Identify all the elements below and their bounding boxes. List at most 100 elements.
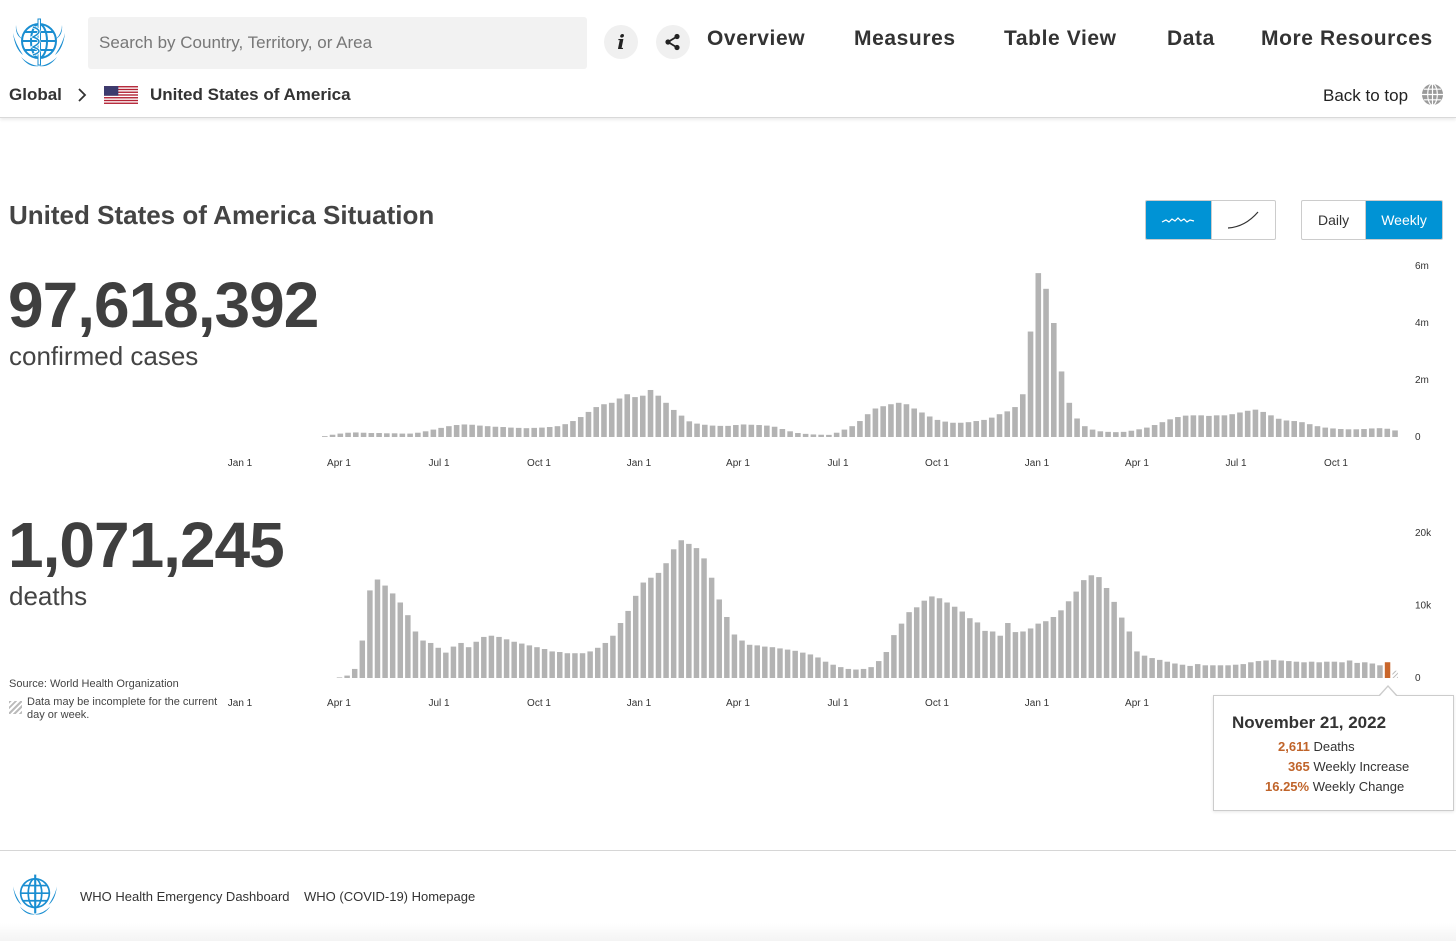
deaths-bar[interactable] (443, 652, 449, 679)
cases-bar[interactable] (973, 421, 980, 437)
cases-bar[interactable] (872, 408, 879, 438)
footer-who-logo-icon[interactable] (8, 869, 62, 919)
cases-bar[interactable] (360, 432, 367, 438)
deaths-bar[interactable] (412, 631, 419, 678)
cases-bar[interactable] (1392, 430, 1398, 437)
deaths-bar[interactable] (951, 606, 958, 678)
cases-bar[interactable] (1330, 428, 1336, 437)
deaths-bar[interactable] (1369, 663, 1376, 679)
deaths-bar[interactable] (519, 643, 525, 678)
deaths-bar[interactable] (617, 623, 624, 678)
deaths-bar[interactable] (503, 639, 510, 678)
deaths-bar[interactable] (648, 577, 654, 678)
cases-bar[interactable] (965, 422, 972, 437)
cases-bar[interactable] (996, 414, 1003, 437)
deaths-bar[interactable] (374, 579, 381, 678)
deaths-bar[interactable] (838, 667, 844, 679)
cases-bar[interactable] (484, 426, 491, 437)
deaths-bar[interactable] (336, 677, 343, 678)
cases-bar[interactable] (926, 416, 933, 437)
deaths-bar[interactable] (1073, 591, 1079, 678)
deaths-bar[interactable] (1119, 617, 1125, 678)
cases-bar[interactable] (1066, 402, 1073, 437)
deaths-bar[interactable] (1058, 610, 1064, 678)
deaths-bar[interactable] (389, 593, 396, 678)
deaths-bar[interactable] (602, 642, 609, 678)
deaths-bar[interactable] (762, 646, 768, 678)
deaths-bar[interactable] (693, 548, 700, 678)
cases-bar[interactable] (779, 429, 786, 437)
cases-bar[interactable] (1151, 425, 1158, 437)
deaths-bar[interactable] (344, 675, 350, 678)
deaths-bar[interactable] (898, 623, 905, 679)
cases-bar[interactable] (1198, 415, 1204, 437)
deaths-bar[interactable] (670, 549, 677, 678)
cases-bar[interactable] (322, 436, 328, 437)
deaths-bar[interactable] (967, 618, 973, 678)
cases-bar[interactable] (670, 409, 677, 437)
cases-bar[interactable] (337, 433, 344, 437)
deaths-bar[interactable] (746, 644, 753, 678)
cases-bar[interactable] (1221, 415, 1228, 437)
cases-bar[interactable] (562, 424, 568, 437)
cases-bar[interactable] (399, 433, 406, 437)
cases-bar[interactable] (1136, 429, 1142, 437)
cases-bar[interactable] (957, 422, 964, 437)
cases-bar[interactable] (1159, 422, 1166, 437)
globe-icon[interactable] (1421, 83, 1444, 106)
deaths-bar[interactable] (1248, 662, 1254, 678)
cases-bar[interactable] (1113, 432, 1119, 437)
deaths-bar[interactable] (1392, 670, 1398, 678)
cases-bar[interactable] (733, 425, 739, 437)
breadcrumb-global[interactable]: Global (9, 85, 62, 104)
deaths-bar[interactable] (1096, 577, 1102, 678)
cases-bar[interactable] (1384, 428, 1391, 438)
deaths-bar[interactable] (1316, 662, 1322, 678)
info-button[interactable]: i (604, 25, 638, 59)
deaths-bar[interactable] (845, 668, 852, 678)
deaths-bar[interactable] (1103, 587, 1110, 678)
cases-bar[interactable] (415, 432, 421, 438)
cases-bar[interactable] (709, 425, 716, 437)
cases-bar[interactable] (1190, 415, 1197, 437)
deaths-bar[interactable] (1384, 662, 1391, 678)
cases-bar[interactable] (1306, 424, 1313, 437)
deaths-bar[interactable] (496, 636, 502, 678)
cases-bar[interactable] (849, 426, 855, 437)
deaths-bar[interactable] (367, 590, 373, 678)
deaths-bar[interactable] (450, 646, 457, 678)
cases-bar[interactable] (1043, 288, 1049, 437)
back-to-top-link[interactable]: Back to top (1323, 86, 1409, 105)
cases-bar[interactable] (764, 425, 770, 437)
deaths-bar[interactable] (640, 582, 647, 678)
cases-bar[interactable] (833, 432, 840, 438)
cases-bar[interactable] (1213, 415, 1220, 437)
cases-bar[interactable] (438, 427, 444, 437)
cases-bar[interactable] (461, 424, 468, 437)
nav-more-resources[interactable]: More Resources (1261, 27, 1433, 50)
deaths-bar[interactable] (1043, 621, 1049, 678)
deaths-bar[interactable] (481, 636, 487, 678)
deaths-bar[interactable] (1308, 661, 1315, 678)
deaths-bar[interactable] (1134, 651, 1140, 678)
deaths-bar[interactable] (1240, 664, 1246, 678)
cases-bar[interactable] (1283, 420, 1290, 437)
cases-bar[interactable] (546, 427, 553, 437)
cases-bar[interactable] (1027, 331, 1034, 437)
cases-bar[interactable] (702, 424, 708, 438)
deaths-bar[interactable] (1126, 631, 1133, 678)
deaths-bar[interactable] (868, 667, 874, 679)
deaths-bar[interactable] (526, 645, 533, 679)
cases-bar[interactable] (1268, 415, 1274, 437)
deaths-bar[interactable] (769, 647, 776, 678)
cases-bar[interactable] (624, 394, 631, 437)
deaths-bar[interactable] (1362, 662, 1368, 678)
deaths-bar[interactable] (397, 602, 404, 678)
deaths-bar[interactable] (708, 577, 715, 678)
cases-bar[interactable] (531, 427, 537, 437)
deaths-bar[interactable] (405, 615, 411, 678)
cases-bar[interactable] (740, 424, 747, 437)
cases-bar[interactable] (577, 417, 584, 437)
cases-bar[interactable] (1167, 419, 1173, 437)
nav-data[interactable]: Data (1167, 27, 1215, 50)
